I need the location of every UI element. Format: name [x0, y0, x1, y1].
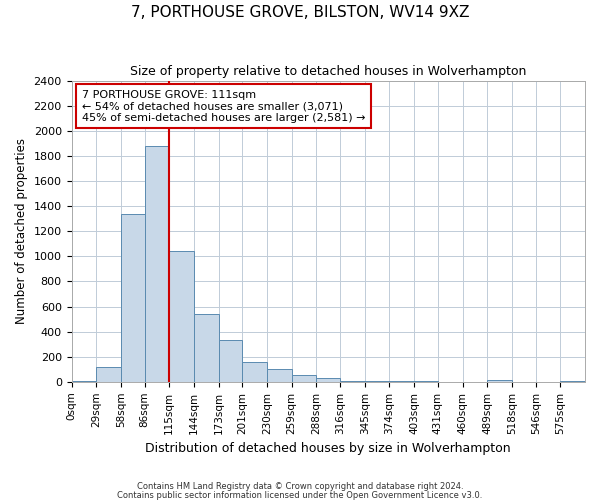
X-axis label: Distribution of detached houses by size in Wolverhampton: Distribution of detached houses by size … — [145, 442, 511, 455]
Bar — [292, 375, 316, 382]
Bar — [414, 381, 438, 382]
Bar — [487, 380, 512, 382]
Bar — [218, 340, 242, 382]
Bar — [365, 380, 389, 382]
Bar — [194, 314, 218, 382]
Bar — [267, 370, 292, 382]
Bar — [145, 146, 169, 382]
Bar — [169, 252, 194, 382]
Bar — [389, 381, 414, 382]
Bar — [316, 378, 340, 382]
Bar — [340, 380, 365, 382]
Bar — [121, 214, 145, 382]
Text: 7, PORTHOUSE GROVE, BILSTON, WV14 9XZ: 7, PORTHOUSE GROVE, BILSTON, WV14 9XZ — [131, 5, 469, 20]
Bar — [71, 380, 96, 382]
Bar — [560, 381, 585, 382]
Text: Contains public sector information licensed under the Open Government Licence v3: Contains public sector information licen… — [118, 490, 482, 500]
Text: Contains HM Land Registry data © Crown copyright and database right 2024.: Contains HM Land Registry data © Crown c… — [137, 482, 463, 491]
Bar — [242, 362, 267, 382]
Y-axis label: Number of detached properties: Number of detached properties — [15, 138, 28, 324]
Text: 7 PORTHOUSE GROVE: 111sqm
← 54% of detached houses are smaller (3,071)
45% of se: 7 PORTHOUSE GROVE: 111sqm ← 54% of detac… — [82, 90, 365, 123]
Bar — [96, 367, 121, 382]
Title: Size of property relative to detached houses in Wolverhampton: Size of property relative to detached ho… — [130, 65, 526, 78]
